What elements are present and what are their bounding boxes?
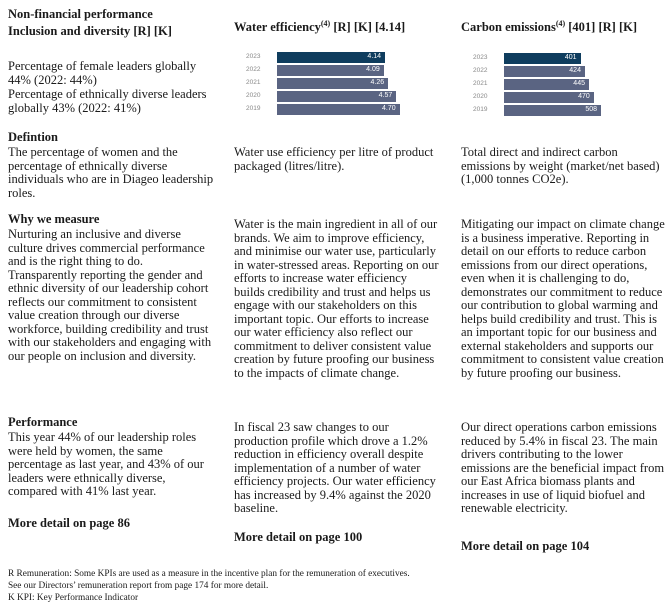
year-label: 2019 [473, 106, 488, 113]
diversity-performance: This year 44% of our leadership roles we… [8, 430, 204, 498]
year-label: 2023 [473, 54, 488, 61]
water-performance: In fiscal 23 saw changes to our producti… [234, 420, 436, 515]
bar-value-label: 445 [573, 80, 585, 87]
bar: 4.14 [277, 52, 386, 63]
diversity-more-link[interactable]: More detail on page 86 [8, 516, 130, 530]
bar-row: 2022 4.09 [244, 65, 414, 76]
bar-value-label: 508 [585, 106, 598, 113]
bar-row: 2020 4.57 [244, 91, 414, 102]
year-label: 2019 [246, 105, 261, 112]
bar-value-label: 424 [569, 67, 581, 74]
year-label: 2021 [473, 80, 488, 87]
header: Non-financial performance Inclusion and … [8, 6, 172, 40]
water-tags: [R] [K] [4.14] [330, 20, 406, 35]
bar-row: 2023 401 [471, 53, 641, 64]
bar-value-label: 4.14 [367, 53, 382, 60]
bar-row: 2023 4.14 [244, 52, 414, 63]
page-title: Inclusion and diversity [R] [K] [8, 24, 172, 38]
bar-value-label: 4.09 [366, 66, 380, 73]
water-title-text: Water efficiency [234, 20, 321, 35]
bar: 4.57 [277, 91, 397, 102]
bar: 445 [504, 79, 589, 90]
water-footnote: (4) [320, 19, 331, 28]
diversity-summary: Percentage of female leaders globally 44… [8, 59, 207, 115]
performance-heading: Performance [8, 415, 78, 429]
water-definition: Water use efficiency per litre of produc… [234, 145, 434, 173]
bar: 4.09 [277, 65, 384, 76]
bar-row: 2019 4.70 [244, 104, 414, 115]
carbon-definition: Total direct and indirect carbon emissio… [461, 145, 660, 186]
year-label: 2021 [246, 79, 261, 86]
year-label: 2020 [473, 93, 488, 100]
bar-value-label: 470 [578, 93, 590, 100]
year-label: 2022 [473, 67, 488, 74]
carbon-chart: 2023 401 2022 424 2021 445 2020 470 2019 508 [471, 53, 641, 119]
bar: 401 [504, 53, 581, 64]
year-label: 2022 [246, 66, 261, 73]
bar: 508 [504, 105, 602, 116]
diversity-definition: The percentage of women and the percenta… [8, 145, 214, 200]
bar-value-label: 401 [564, 54, 577, 61]
water-title: Water efficiency(4) [R] [K] [4.14] [234, 19, 405, 35]
bar-row: 2019 508 [471, 105, 641, 116]
bar-row: 2020 470 [471, 92, 641, 103]
bar-value-label: 4.70 [382, 105, 396, 112]
carbon-title: Carbon emissions(4) [401] [R] [K] [461, 19, 637, 35]
water-why: Water is the main ingredient in all of o… [234, 217, 439, 380]
definition-heading: Defintion [8, 130, 58, 144]
bar: 470 [504, 92, 594, 103]
water-more-link[interactable]: More detail on page 100 [234, 530, 363, 544]
bar-row: 2021 4.26 [244, 78, 414, 89]
carbon-title-text: Carbon emissions [461, 20, 556, 35]
carbon-performance: Our direct operations carbon emissions r… [461, 420, 665, 515]
year-label: 2023 [246, 53, 261, 60]
water-chart: 2023 4.14 2022 4.09 2021 4.26 2020 4.57 2019 4.70 [244, 52, 414, 118]
bar-value-label: 4.57 [378, 92, 393, 99]
carbon-footnote: (4) [555, 19, 566, 28]
bar: 4.26 [277, 78, 389, 89]
bar-row: 2022 424 [471, 66, 641, 77]
bar-row: 2021 445 [471, 79, 641, 90]
carbon-why: Mitigating our impact on climate change … [461, 217, 665, 380]
bar: 424 [504, 66, 585, 77]
footer-notes: R Remuneration: Some KPIs are used as a … [8, 569, 410, 603]
diversity-why: Nurturing an inclusive and diverse cultu… [8, 227, 212, 363]
year-label: 2020 [246, 92, 261, 99]
bar-value-label: 4.26 [370, 79, 385, 86]
bar: 4.70 [277, 104, 400, 115]
why-heading: Why we measure [8, 212, 100, 226]
section-title: Non-financial performance [8, 7, 153, 21]
carbon-tags: [401] [R] [K] [565, 20, 637, 35]
carbon-more-link[interactable]: More detail on page 104 [461, 539, 590, 553]
